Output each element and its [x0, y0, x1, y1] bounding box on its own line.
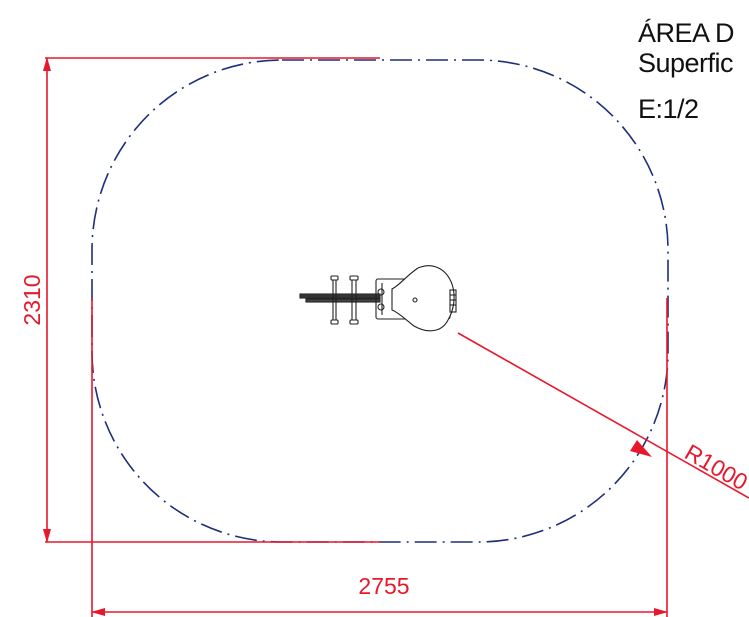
width-dimension-label: 2755: [358, 573, 409, 599]
drawing-subtitle: Superfic: [638, 48, 734, 78]
radius-dimension: R1000: [457, 332, 749, 499]
equipment-top-view: [299, 265, 457, 332]
drawing-title: ÁREA D: [638, 18, 735, 48]
height-dimension-label: 2310: [19, 274, 45, 325]
radius-dimension-label: R1000: [681, 439, 749, 495]
drawing-scale: E:1/2: [638, 94, 699, 124]
width-dimension: 2755: [91, 298, 668, 617]
height-dimension: 2310: [19, 57, 380, 543]
